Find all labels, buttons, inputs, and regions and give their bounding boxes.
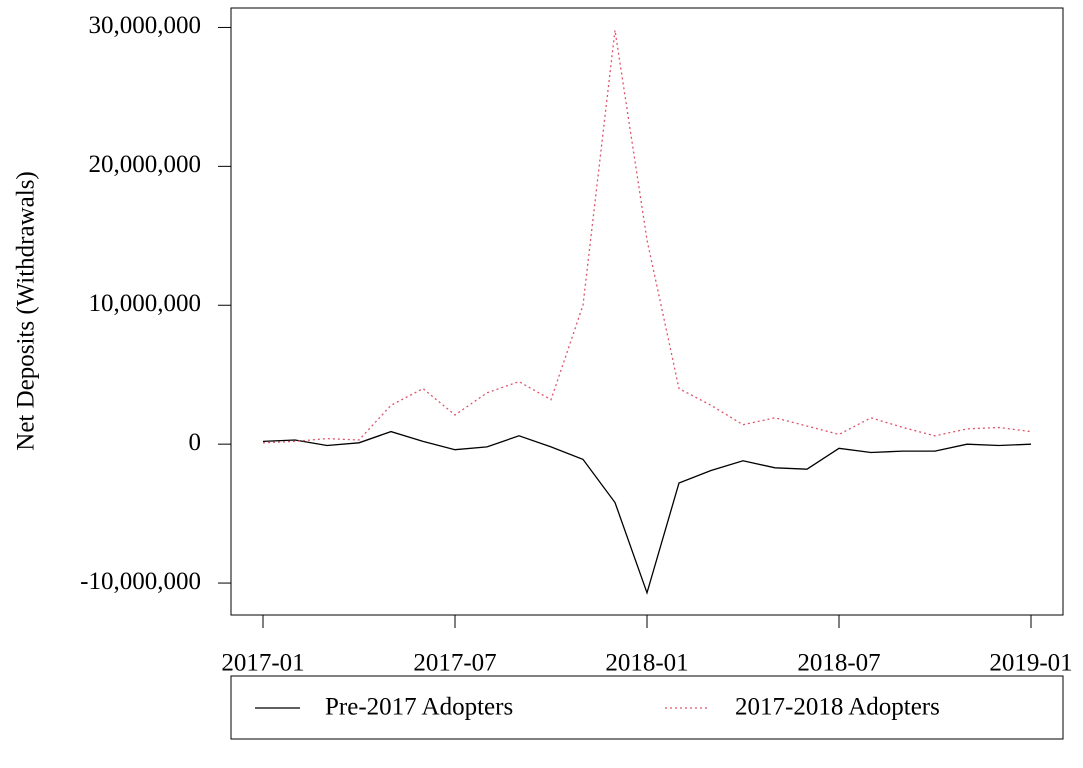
legend-box xyxy=(230,675,1064,740)
x-tick-label: 2017-07 xyxy=(413,650,496,677)
y-tick-label: 0 xyxy=(189,429,202,456)
x-tick-label: 2019-01 xyxy=(989,650,1072,677)
y-tick-label: 20,000,000 xyxy=(89,151,202,178)
legend-label: 2017-2018 Adopters xyxy=(735,694,940,721)
plot-frame xyxy=(230,7,1064,616)
series-line xyxy=(262,430,1032,595)
x-tick-label: 2017-01 xyxy=(221,650,304,677)
legend-label: Pre-2017 Adopters xyxy=(325,694,513,721)
y-axis-label: Net Deposits (Withdrawals) xyxy=(13,171,40,450)
series-line xyxy=(262,30,1032,444)
y-tick-label: -10,000,000 xyxy=(80,568,201,595)
y-tick-label: 10,000,000 xyxy=(89,290,202,317)
x-tick-label: 2018-07 xyxy=(797,650,880,677)
x-tick-label: 2018-01 xyxy=(605,650,688,677)
y-tick-label: 30,000,000 xyxy=(89,12,202,39)
